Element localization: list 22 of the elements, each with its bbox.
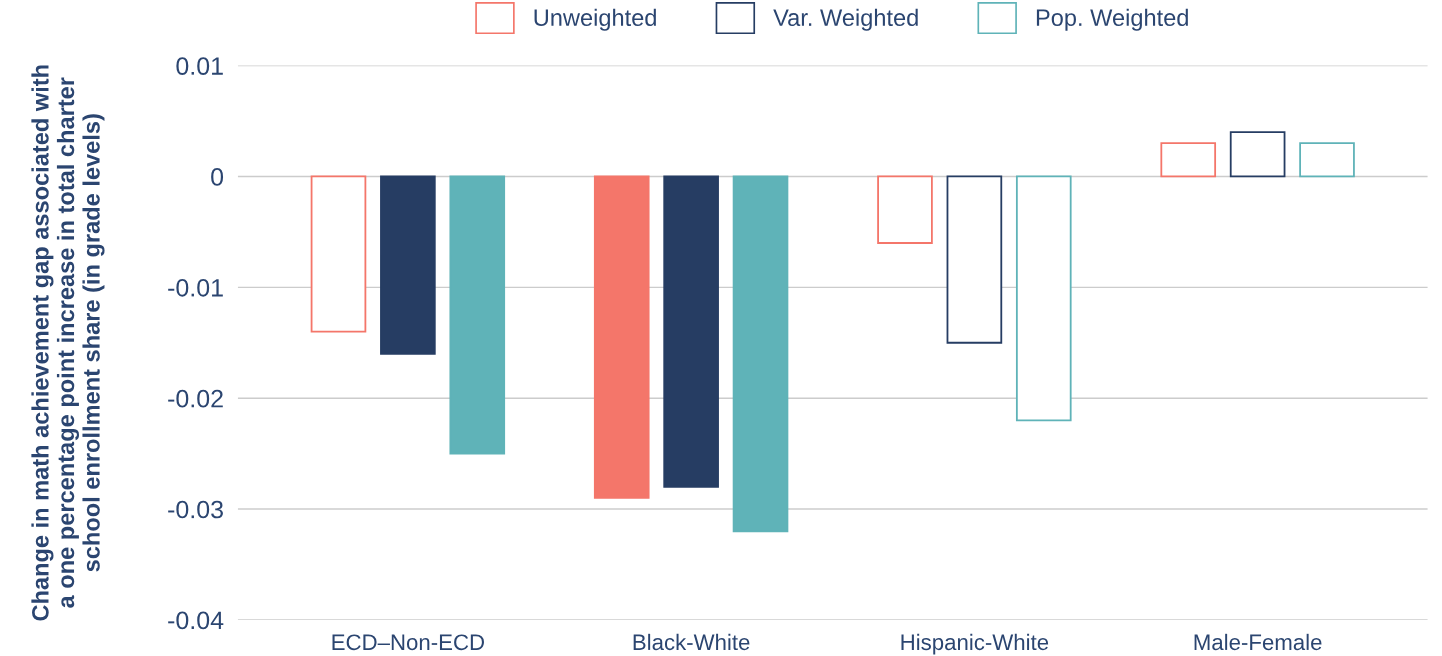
bar (1160, 142, 1217, 178)
y-tick-label: 0.01 (176, 57, 223, 75)
y-tick-label: -0.04 (168, 611, 224, 630)
bar (593, 175, 650, 499)
y-tick-label: -0.03 (168, 500, 223, 519)
legend-label: Var. Weighted (773, 8, 918, 31)
x-tick-label: Black-White (633, 633, 750, 651)
x-tick-label: Male-Female (1194, 633, 1322, 651)
y-axis-title: Change in math achievement gap associated with a one percentage point increase in total charter school enrollment share (in grade levels) (31, 65, 105, 621)
legend-label: Unweighted (534, 8, 656, 31)
bar (380, 175, 436, 355)
x-tick-label: Hispanic-White (901, 633, 1049, 655)
bar (732, 175, 789, 533)
y-tick-label: -0.01 (168, 278, 223, 297)
legend-label: Pop. Weighted (1036, 8, 1188, 31)
y-tick-label: 0 (211, 168, 224, 186)
x-tick-label: ECD–Non-ECD (332, 634, 484, 651)
bar (449, 175, 506, 455)
bar (877, 175, 933, 244)
bar (663, 175, 719, 488)
bar (310, 175, 367, 333)
y-tick-label: -0.02 (168, 389, 223, 408)
